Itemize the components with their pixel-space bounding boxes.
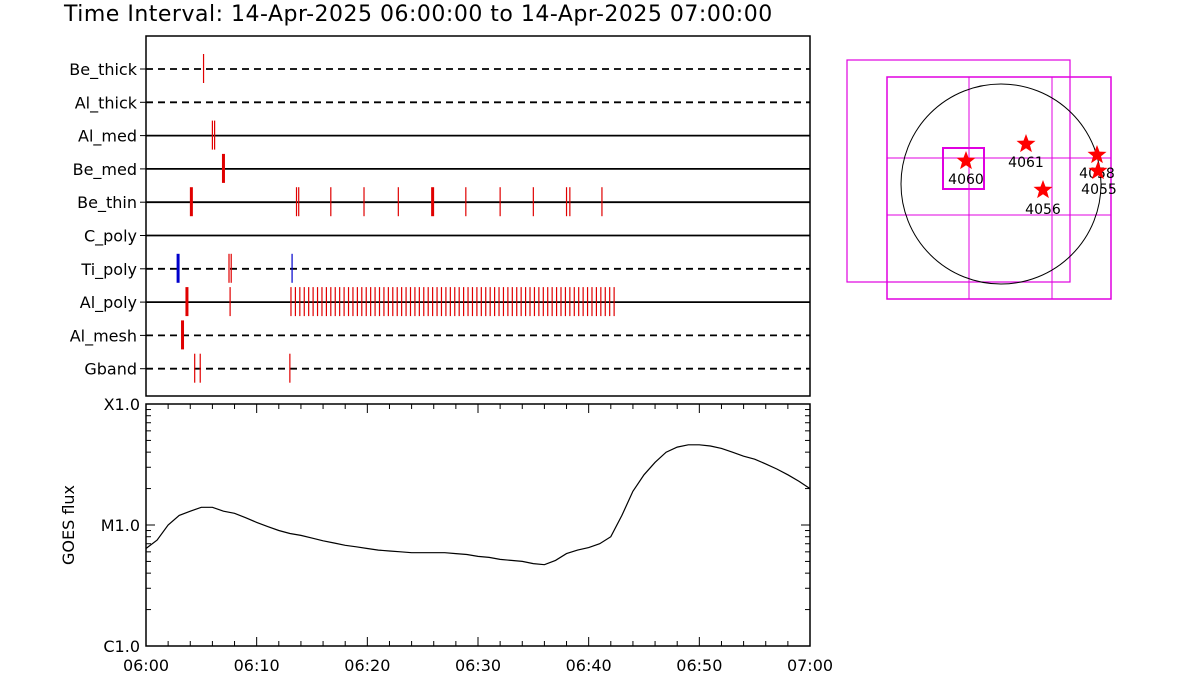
row-label: Be_thick [69, 60, 137, 80]
fov-box-small [942, 147, 985, 190]
row-label: Gband [84, 360, 137, 379]
goes-flux-panel: X1.0 M1.0 C1.006:00 06:10 06:20 06:30 06:40 06:… [59, 395, 833, 675]
row-label: Be_thin [77, 193, 137, 213]
sun-map-group: 40604061405840554056 [846, 59, 1117, 300]
y-tick-label: M1.0 [101, 516, 140, 535]
active-region-label: 4055 [1081, 182, 1117, 198]
chart-title: Time Interval: 14-Apr-2025 06:00:00 to 1… [64, 2, 773, 27]
active-region-label: 4060 [948, 172, 984, 188]
row-label: C_poly [84, 227, 137, 247]
active-region-label: 4056 [1025, 202, 1061, 218]
x-tick-label: 06:50 [676, 656, 722, 675]
row-label: Al_thick [75, 93, 138, 113]
active-region-star-icon [1088, 161, 1108, 180]
row-label: Be_med [73, 160, 137, 180]
row-label: Al_poly [80, 293, 137, 313]
x-tick-label: 07:00 [787, 656, 833, 675]
fov-box-main [886, 76, 1112, 300]
timeline-frame [145, 35, 811, 397]
row-label: Ti_poly [80, 260, 137, 280]
fov-box-outer [846, 59, 1071, 283]
row-label: Al_med [78, 127, 137, 147]
active-region-star-icon [1016, 134, 1036, 153]
active-region-label: 4061 [1008, 155, 1044, 171]
y-axis-label: GOES flux [59, 485, 78, 565]
y-tick-label: C1.0 [103, 637, 140, 656]
active-region-star-icon [956, 151, 976, 170]
x-tick-label: 06:20 [344, 656, 390, 675]
x-tick-label: 06:30 [455, 656, 501, 675]
x-tick-label: 06:40 [566, 656, 612, 675]
solar-disk [900, 83, 1102, 285]
goes-flux-series [145, 444, 811, 566]
x-tick-label: 06:00 [123, 656, 169, 675]
x-tick-label: 06:10 [234, 656, 280, 675]
active-region-star-icon [1033, 180, 1053, 199]
row-label: Al_mesh [70, 326, 137, 346]
y-tick-label: X1.0 [104, 395, 140, 414]
active-region-star-icon [1087, 145, 1107, 164]
event-timeline-panel: Be_thick Al_thick Al_med Be_med Be_thin C_pol… [69, 35, 811, 397]
